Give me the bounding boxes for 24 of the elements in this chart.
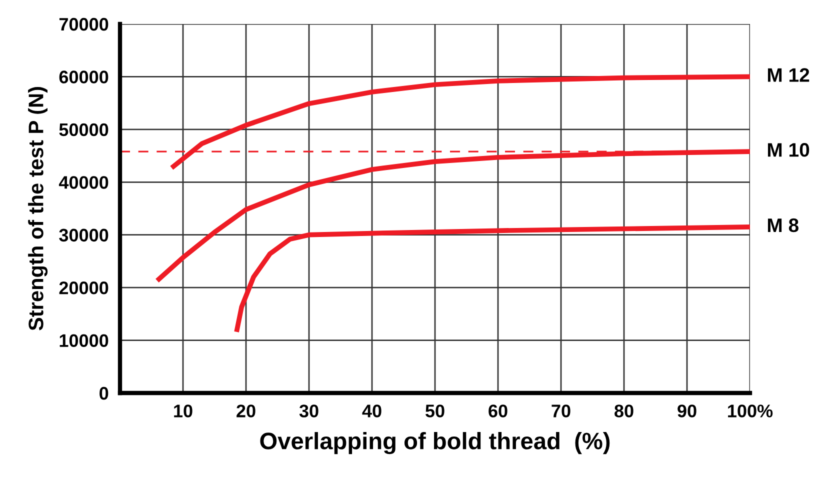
series-label: M 12 [768, 68, 810, 82]
x-tick-label: 60 [488, 404, 508, 418]
x-tick-label: 30 [299, 404, 318, 418]
x-tick-label: 70 [552, 404, 570, 418]
y-tick-label: 10000 [60, 334, 108, 348]
y-axis-title: Strength of the test P (N) [28, 87, 48, 330]
x-tick-label: 90 [678, 404, 696, 418]
y-tick-label: 30000 [59, 228, 108, 242]
x-tick-label: 100% [728, 404, 773, 418]
y-tick-label: 50000 [59, 123, 108, 136]
y-tick-label: 40000 [58, 176, 108, 189]
series-label: M 8 [768, 218, 798, 232]
y-tick-label: 70000 [59, 18, 108, 31]
series-label: M 10 [768, 143, 810, 157]
x-tick-label: 40 [362, 404, 382, 418]
y-tick-label: 20000 [59, 282, 108, 294]
x-tick-label: 50 [426, 404, 444, 418]
x-tick-label: 10 [174, 404, 192, 418]
x-axis-title: Overlapping of bold thread (%) [260, 432, 610, 454]
line-series [234, 224, 750, 334]
y-tick-label: 60000 [59, 70, 108, 84]
y-tick-label: 0 [100, 386, 108, 400]
x-tick-label: 20 [236, 404, 256, 418]
x-tick-label: 80 [614, 404, 634, 418]
